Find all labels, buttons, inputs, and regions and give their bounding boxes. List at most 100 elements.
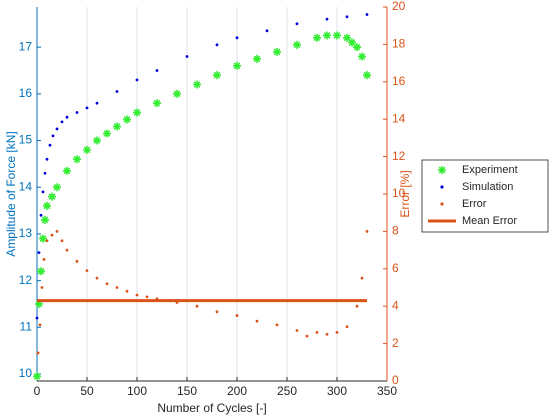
point [348,38,356,47]
point [41,190,45,194]
y2-tick-label: 12 [392,149,406,163]
x-tick-label: 250 [277,384,297,398]
y-tick-label: 16 [19,86,33,100]
point [335,330,339,334]
y2-tick-label: 14 [392,111,406,125]
point [195,304,199,308]
y-axis-label: Amplitude of Force [kN] [4,131,18,256]
point [75,259,79,263]
point [45,239,49,243]
y2-tick-label: 16 [392,74,406,88]
point [55,230,59,233]
point [255,319,259,323]
y2-axis-label: Error [%] [398,170,412,217]
legend-label: Mean Error [462,215,517,227]
point [253,54,261,63]
point [35,299,43,308]
point [41,215,49,224]
x-tick-label: 0 [34,384,41,398]
point [325,17,329,21]
y2-tick-label: 18 [392,37,406,51]
legend-marker [440,202,444,206]
point [95,276,99,280]
point [75,111,79,114]
point [105,282,109,286]
point [185,55,189,58]
point [353,43,361,52]
point [355,304,359,308]
y-tick-label: 13 [19,226,33,240]
point [125,289,129,293]
point [38,323,42,327]
point [93,136,101,145]
point [60,239,64,243]
point [55,127,59,131]
point [40,286,44,289]
x-tick-label: 300 [327,384,347,398]
point [213,71,221,80]
x-tick-label: 200 [227,384,247,398]
y-tick-label: 10 [19,366,33,380]
y-tick-label: 14 [19,179,33,193]
point [42,258,46,261]
point [363,71,371,80]
point [135,78,139,82]
point [235,314,239,317]
point [39,234,47,243]
y-tick-label: 17 [19,39,33,53]
point [60,120,64,124]
point [53,183,61,192]
point [193,80,201,89]
legend-marker [440,185,444,189]
point [103,129,111,138]
legend-marker [438,166,446,174]
point [155,69,159,72]
point [153,99,161,108]
point [50,233,54,237]
point [43,171,47,175]
point [115,286,119,289]
x-tick-label: 350 [377,384,397,398]
point [235,36,239,40]
point [345,325,349,329]
point [313,33,321,42]
point [360,276,364,280]
y-tick-label: 11 [20,319,33,333]
y2-tick-label: 8 [392,224,399,238]
point [265,29,269,33]
point [37,267,45,276]
point [133,108,141,117]
point [37,251,41,254]
legend-label: Error [462,198,487,210]
point [48,192,56,201]
point [83,145,91,154]
point [95,101,99,105]
x-axis-label: Number of Cycles [-] [157,401,266,415]
point [115,90,119,93]
legend-label: Simulation [462,181,513,193]
point [358,52,366,61]
point [39,213,43,217]
point [63,166,71,175]
y2-tick-label: 20 [392,0,406,13]
point [315,330,319,334]
point [233,61,241,70]
x-tick-label: 150 [177,384,197,398]
legend-label: Experiment [462,164,518,176]
x-tick-label: 50 [80,384,94,398]
point [333,31,341,40]
point [215,310,219,314]
y2-tick-label: 4 [392,298,399,312]
point [73,155,81,164]
point [51,134,55,138]
point [293,40,301,49]
point [295,329,299,332]
point [85,106,89,110]
point [123,115,131,124]
point [48,143,52,147]
point [273,47,281,56]
plot-area [37,7,387,381]
point [323,31,331,40]
point [305,334,309,338]
